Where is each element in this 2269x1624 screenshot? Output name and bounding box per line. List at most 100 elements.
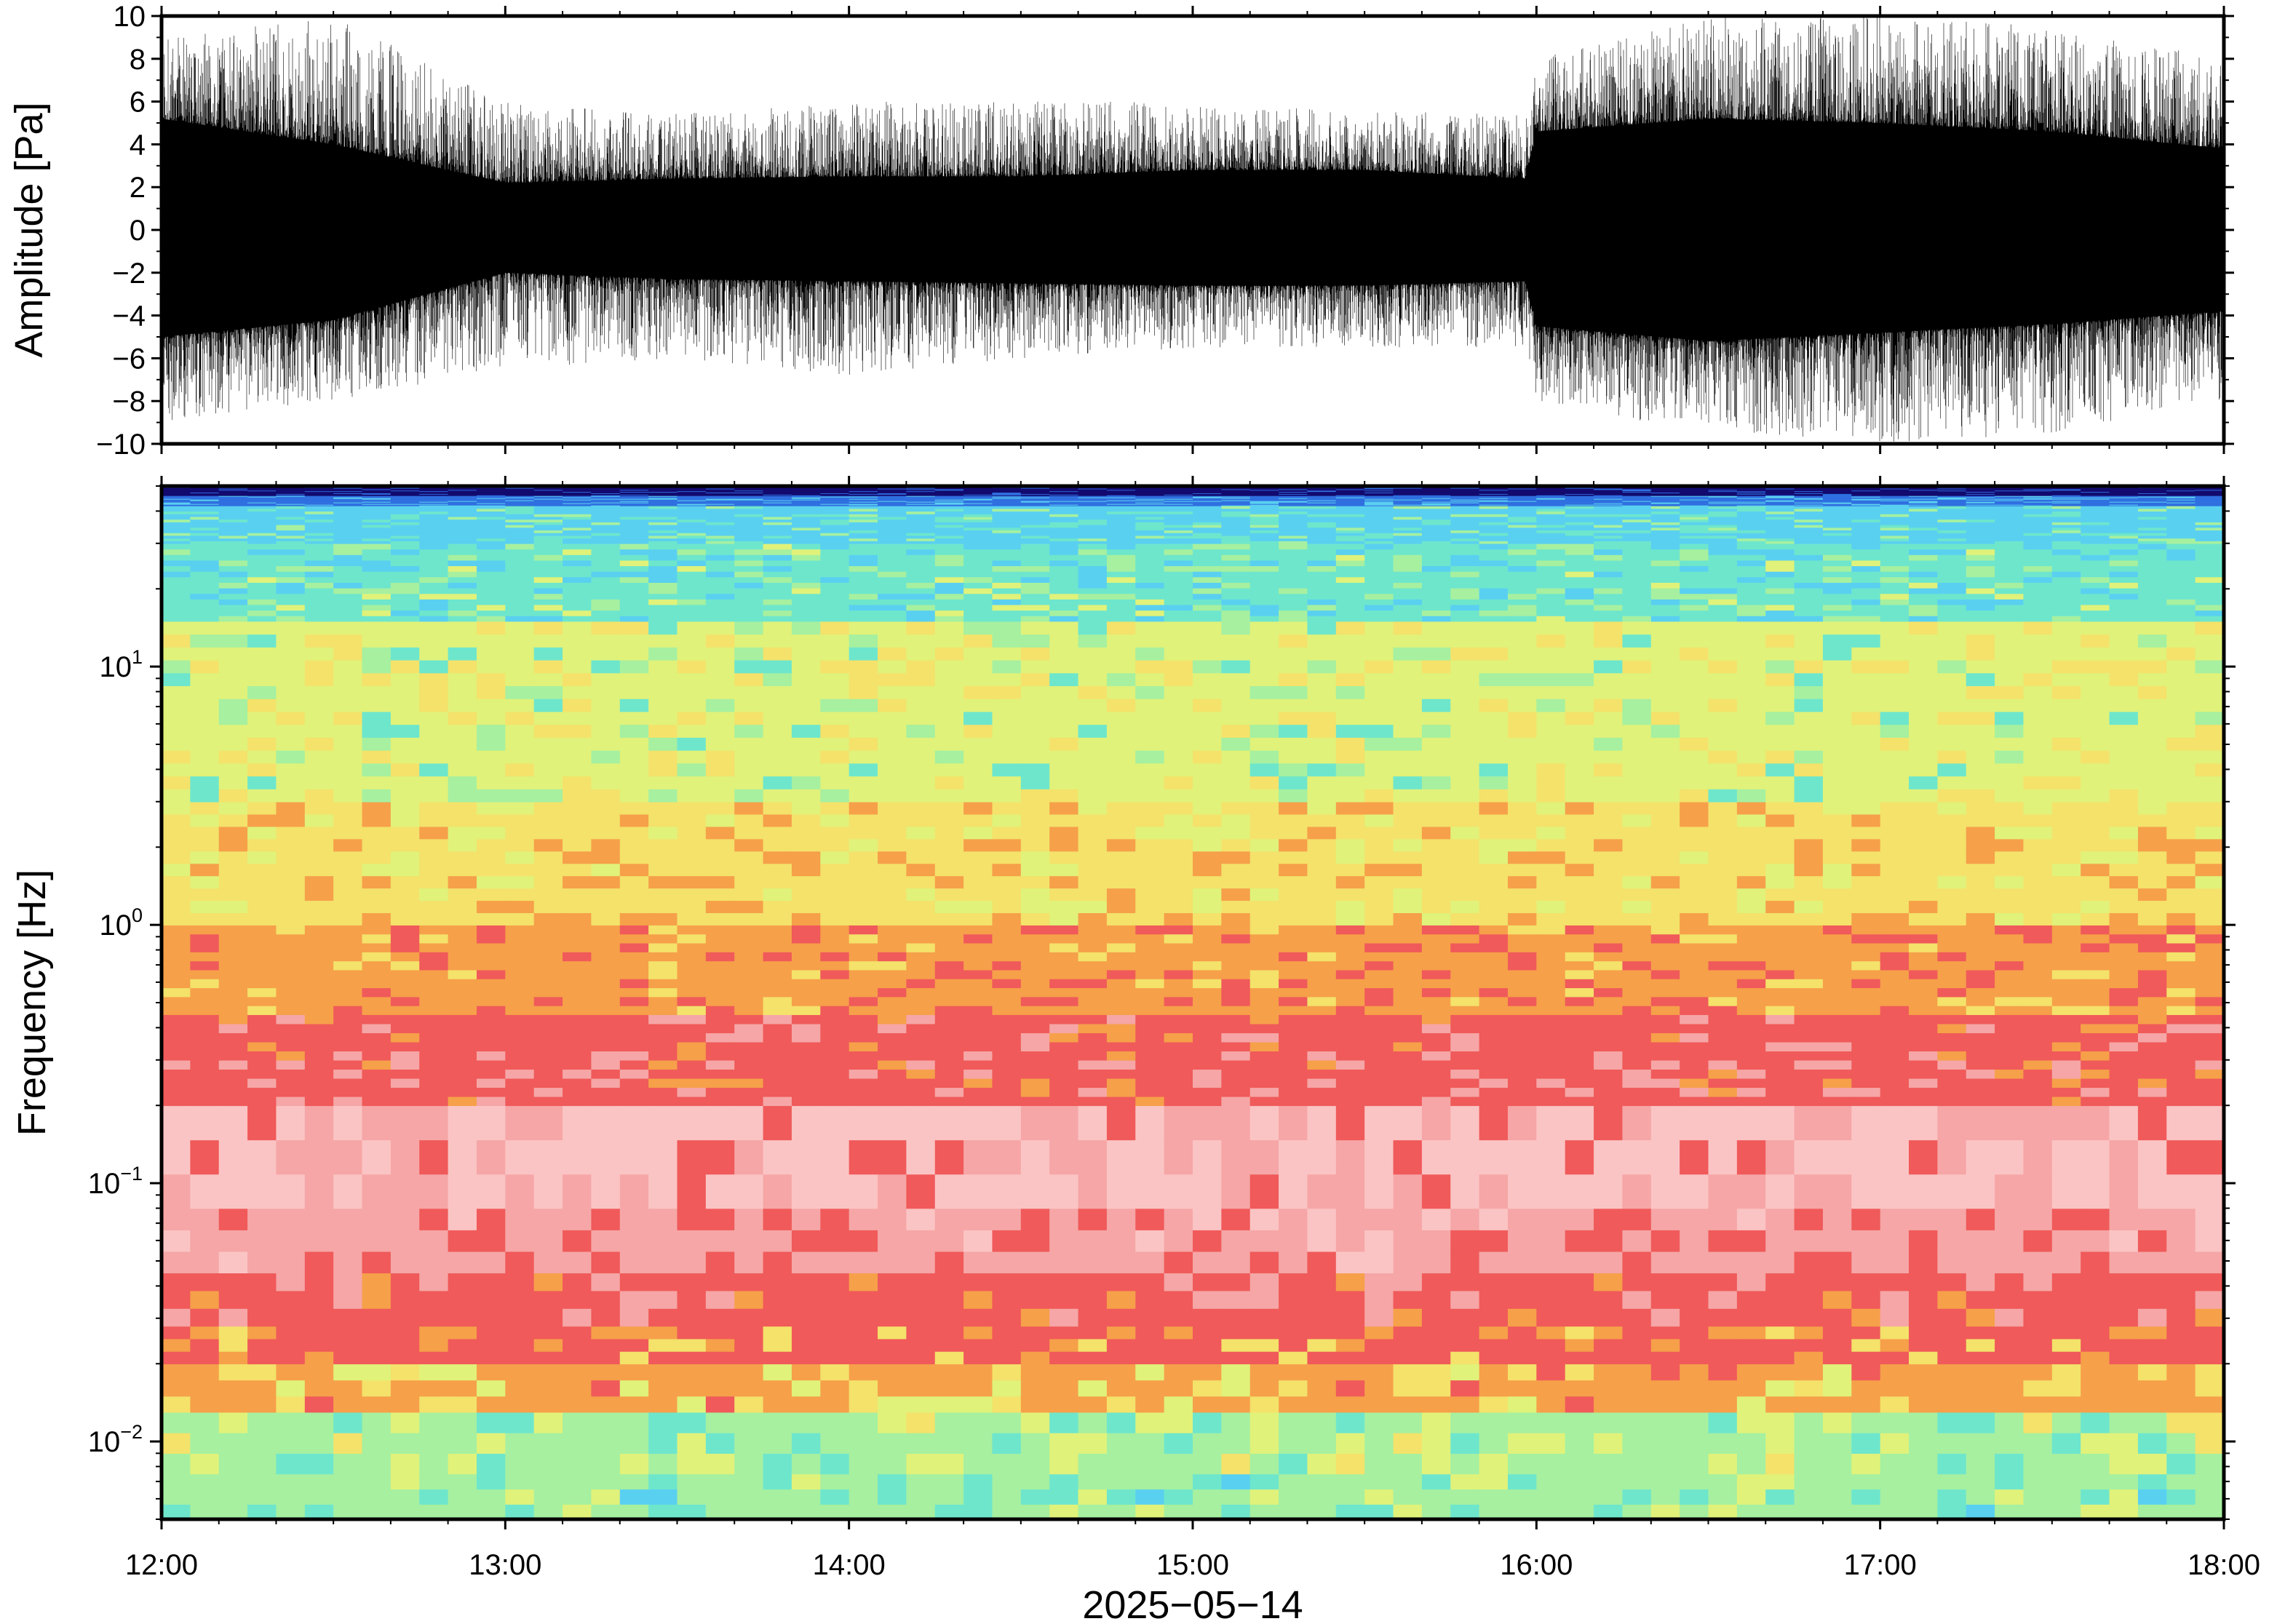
spectrogram-cell <box>934 532 964 536</box>
spectrogram-cell <box>1106 813 1137 827</box>
spectrogram-cell <box>619 1023 649 1034</box>
spectrogram-cell <box>505 763 535 777</box>
spectrogram-cell <box>333 1338 363 1352</box>
spectrogram-cell <box>190 1473 220 1490</box>
spectrogram-cell <box>333 969 363 979</box>
spectrogram-cell <box>820 1096 850 1107</box>
spectrogram-cell <box>1020 1273 1050 1291</box>
spectrogram-cell <box>734 549 764 555</box>
spectrogram-cell <box>419 1364 449 1381</box>
spectrogram-cell <box>190 495 220 497</box>
spectrogram-cell <box>190 488 220 490</box>
spectrogram-cell <box>162 511 191 514</box>
amplitude-tick-label: 8 <box>130 44 146 76</box>
spectrogram-cell <box>1135 501 1165 503</box>
spectrogram-cell <box>763 490 792 492</box>
spectrogram-cell <box>648 888 678 901</box>
spectrogram-cell <box>247 519 277 522</box>
spectrogram-cell <box>1279 604 1308 611</box>
spectrogram-cell <box>1049 560 1079 567</box>
spectrogram-cell <box>218 1364 248 1381</box>
spectrogram-cell <box>763 554 792 561</box>
spectrogram-cell <box>218 494 248 495</box>
spectrogram-cell <box>563 1308 592 1327</box>
spectrogram-cell <box>648 487 678 490</box>
spectrogram-cell <box>591 1290 621 1309</box>
spectrogram-cell <box>1221 490 1251 492</box>
spectrogram-cell <box>304 1230 334 1252</box>
spectrogram-cell <box>1249 875 1279 889</box>
spectrogram-cell <box>591 532 621 536</box>
spectrogram-cell <box>533 516 563 520</box>
spectrogram-cell <box>247 522 277 525</box>
spectrogram-cell <box>1279 570 1308 578</box>
spectrogram-cell <box>1049 1078 1079 1088</box>
spectrogram-cell <box>476 813 506 827</box>
spectrogram-cell <box>591 535 621 539</box>
spectrogram-cell <box>218 1014 248 1024</box>
spectrogram-cell <box>705 900 736 913</box>
spectrogram-cell <box>276 494 306 495</box>
spectrogram-cell <box>1135 1014 1165 1024</box>
spectrogram-cell <box>390 888 421 901</box>
spectrogram-cell <box>648 502 678 504</box>
spectrogram-cell <box>878 610 907 616</box>
spectrogram-cell <box>1078 527 1108 531</box>
spectrogram-cell <box>1020 1350 1050 1365</box>
spectrogram-cell <box>419 570 449 578</box>
spectrogram-cell <box>1221 1396 1251 1413</box>
spectrogram-cell <box>619 495 649 498</box>
spectrogram-cell <box>1193 497 1223 499</box>
spectrogram-cell <box>1078 530 1108 533</box>
spectrogram-cell <box>934 851 964 864</box>
spectrogram-cell <box>791 502 822 504</box>
spectrogram-cell <box>419 1051 449 1061</box>
spectrogram-cell <box>1221 530 1251 533</box>
spectrogram-cell <box>190 711 220 725</box>
spectrogram-cell <box>791 492 822 493</box>
spectrogram-cell <box>934 737 964 751</box>
spectrogram-cell <box>362 493 392 495</box>
spectrogram-cell <box>505 505 535 509</box>
spectrogram-cell <box>619 524 649 528</box>
spectrogram-cell <box>1135 776 1165 789</box>
spectrogram-cell <box>247 587 277 594</box>
spectrogram-cell <box>1049 1453 1079 1475</box>
spectrogram-cell <box>505 749 535 764</box>
spectrogram-cell <box>1279 969 1308 979</box>
spectrogram-cell <box>304 1350 334 1365</box>
spectrogram-cell <box>162 498 191 500</box>
spectrogram-cell <box>1049 1096 1079 1107</box>
spectrogram-cell <box>677 511 707 514</box>
spectrogram-cell <box>820 934 850 944</box>
spectrogram-cell <box>1078 1251 1108 1274</box>
spectrogram-cell <box>1279 514 1308 517</box>
spectrogram-cell <box>591 1208 621 1230</box>
spectrogram-cell <box>476 1338 506 1352</box>
spectrogram-cell <box>619 1432 649 1454</box>
spectrogram-cell <box>1249 942 1279 952</box>
spectrogram-cell <box>677 541 707 544</box>
spectrogram-cell <box>533 987 563 998</box>
spectrogram-cell <box>648 960 678 971</box>
spectrogram-cell <box>1049 490 1079 493</box>
spectrogram-cell <box>1221 1014 1251 1024</box>
spectrogram-cell <box>1279 1473 1308 1490</box>
spectrogram-cell <box>247 1432 277 1454</box>
spectrogram-cell <box>448 503 477 506</box>
spectrogram-cell <box>992 492 1022 493</box>
spectrogram-cell <box>190 487 220 490</box>
spectrogram-cell <box>390 1139 421 1175</box>
spectrogram-cell <box>1249 604 1279 611</box>
spectrogram-cell <box>1164 487 1193 489</box>
spectrogram-cell <box>362 527 392 531</box>
spectrogram-cell <box>362 838 392 852</box>
spectrogram-cell <box>705 497 736 499</box>
spectrogram-cell <box>648 1014 678 1024</box>
spectrogram-cell <box>390 1078 421 1088</box>
spectrogram-cell <box>734 501 764 503</box>
spectrogram-cell <box>563 925 592 935</box>
spectrogram-cell <box>563 979 592 989</box>
spectrogram-cell <box>734 570 764 578</box>
spectrogram-cell <box>419 634 449 648</box>
